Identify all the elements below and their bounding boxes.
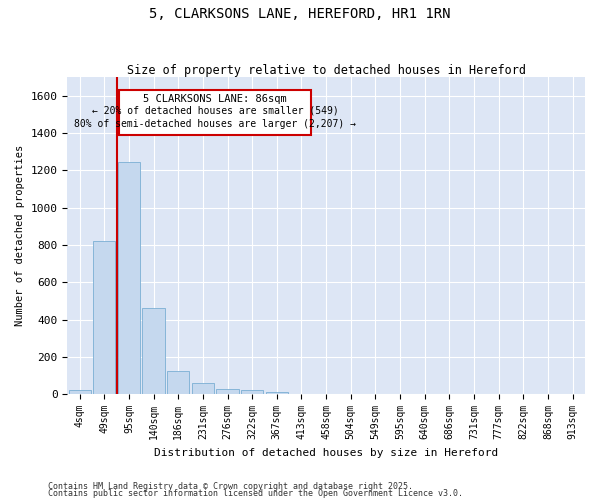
Bar [266, 392, 288, 394]
Text: 5 CLARKSONS LANE: 86sqm: 5 CLARKSONS LANE: 86sqm [143, 94, 287, 104]
Text: 80% of semi-detached houses are larger (2,207) →: 80% of semi-detached houses are larger (… [74, 119, 356, 129]
Bar [118, 162, 140, 394]
Bar [142, 308, 164, 394]
Bar [241, 390, 263, 394]
Bar [93, 241, 115, 394]
Text: Contains public sector information licensed under the Open Government Licence v3: Contains public sector information licen… [48, 488, 463, 498]
X-axis label: Distribution of detached houses by size in Hereford: Distribution of detached houses by size … [154, 448, 498, 458]
Text: 5, CLARKSONS LANE, HEREFORD, HR1 1RN: 5, CLARKSONS LANE, HEREFORD, HR1 1RN [149, 8, 451, 22]
Bar [167, 371, 190, 394]
Bar [192, 382, 214, 394]
Bar [68, 390, 91, 394]
Text: ← 20% of detached houses are smaller (549): ← 20% of detached houses are smaller (54… [92, 106, 338, 116]
Bar [217, 389, 239, 394]
FancyBboxPatch shape [119, 90, 311, 135]
Text: Contains HM Land Registry data © Crown copyright and database right 2025.: Contains HM Land Registry data © Crown c… [48, 482, 413, 491]
Y-axis label: Number of detached properties: Number of detached properties [15, 145, 25, 326]
Title: Size of property relative to detached houses in Hereford: Size of property relative to detached ho… [127, 64, 526, 77]
